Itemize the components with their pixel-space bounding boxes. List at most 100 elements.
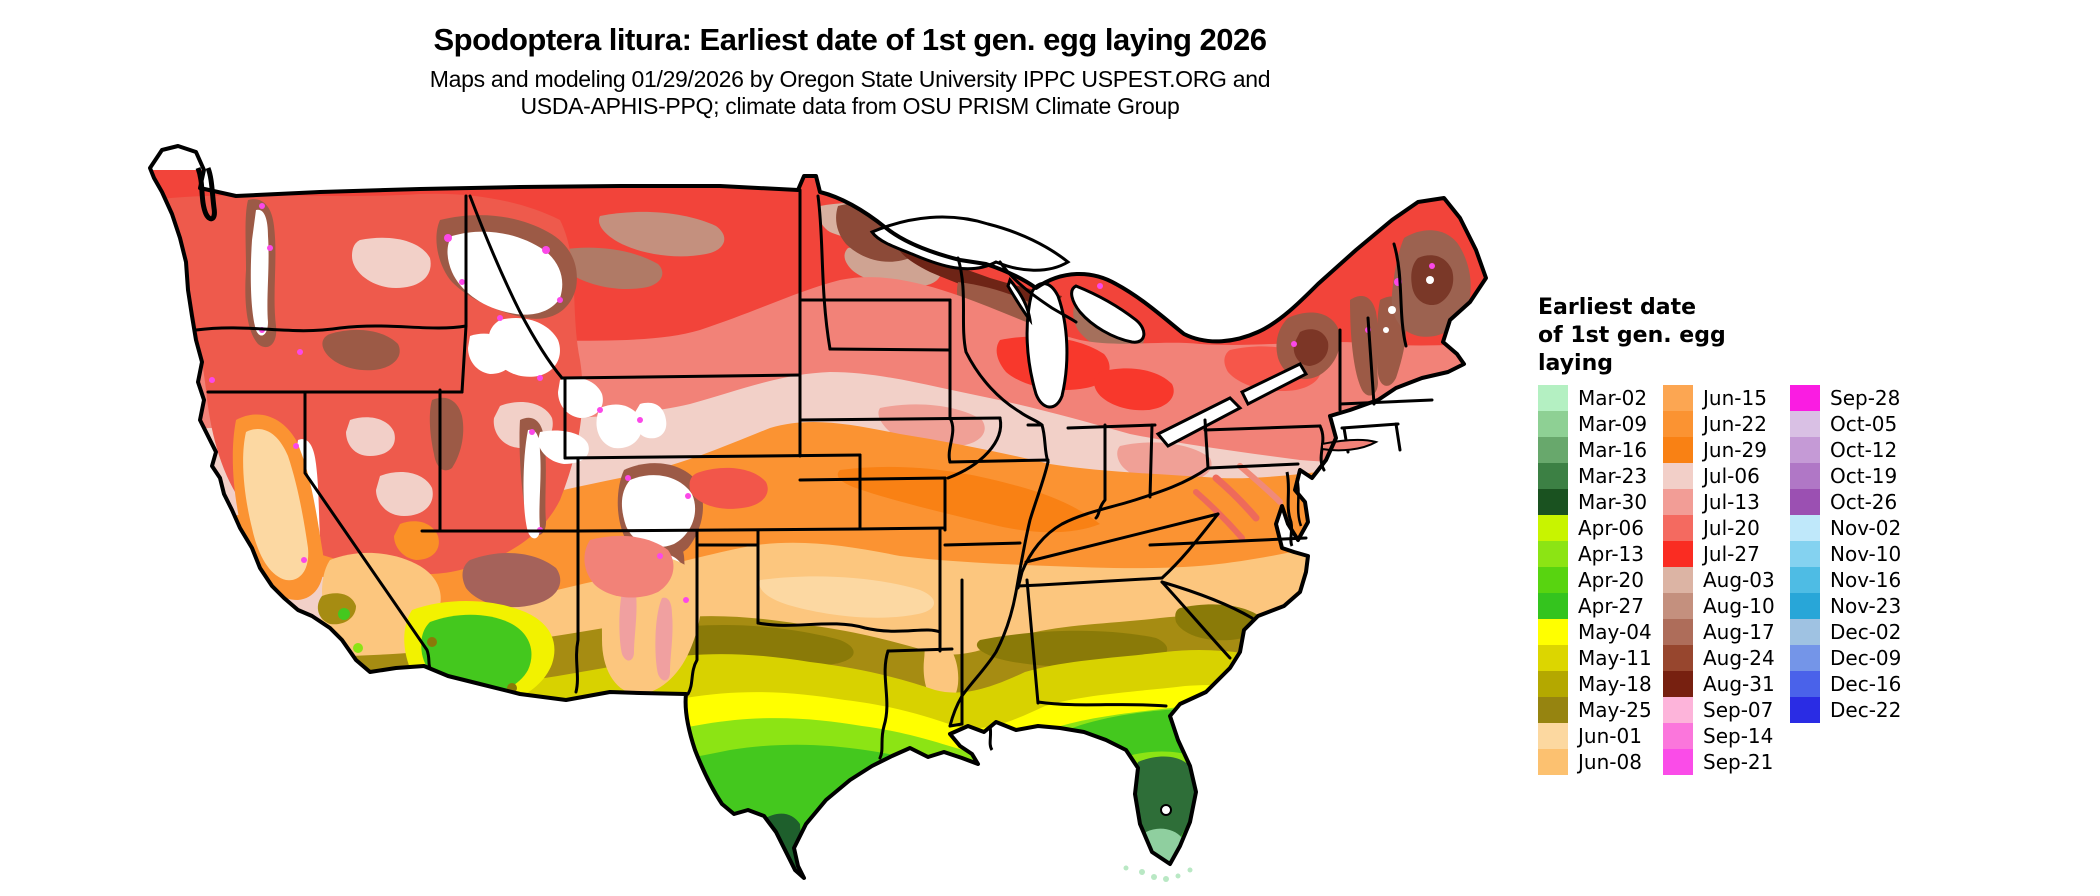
legend-label: Jun-15 xyxy=(1703,386,1767,410)
legend-row: Apr-27 xyxy=(1538,593,1663,619)
legend-swatch xyxy=(1790,619,1820,645)
legend-row: Nov-02 xyxy=(1790,515,1910,541)
legend-swatch xyxy=(1538,489,1568,515)
legend-swatch xyxy=(1790,463,1820,489)
legend-swatch xyxy=(1538,593,1568,619)
legend-swatch xyxy=(1538,515,1568,541)
legend-row: Aug-03 xyxy=(1663,567,1790,593)
legend-swatch xyxy=(1663,411,1693,437)
legend-label: Aug-17 xyxy=(1703,620,1775,644)
subtitle-line-1: Maps and modeling 01/29/2026 by Oregon S… xyxy=(429,66,1271,92)
florida-keys xyxy=(1123,865,1193,882)
legend-label: Oct-26 xyxy=(1830,490,1898,514)
legend-label: Dec-22 xyxy=(1830,698,1902,722)
us-outline xyxy=(148,144,1488,880)
legend-row: Jul-27 xyxy=(1663,541,1790,567)
legend-label: Sep-28 xyxy=(1830,386,1901,410)
legend-row: Sep-14 xyxy=(1663,723,1790,749)
legend-label: Jun-29 xyxy=(1703,438,1767,462)
legend-row: Sep-21 xyxy=(1663,749,1790,775)
legend-row: Aug-24 xyxy=(1663,645,1790,671)
legend-row: Apr-13 xyxy=(1538,541,1663,567)
legend-label: Dec-02 xyxy=(1830,620,1902,644)
legend-swatch xyxy=(1663,593,1693,619)
legend-label: Apr-13 xyxy=(1578,542,1644,566)
legend-swatch xyxy=(1663,749,1693,775)
legend-row: Jun-22 xyxy=(1663,411,1790,437)
legend-row: Sep-07 xyxy=(1663,697,1790,723)
legend-row: Aug-17 xyxy=(1663,619,1790,645)
legend-swatch xyxy=(1663,723,1693,749)
legend-label: Dec-09 xyxy=(1830,646,1902,670)
legend-swatch xyxy=(1663,619,1693,645)
legend-label: Jun-08 xyxy=(1578,750,1642,774)
legend-label: Jun-22 xyxy=(1703,412,1767,436)
legend-swatch xyxy=(1663,671,1693,697)
legend-label: Mar-30 xyxy=(1578,490,1648,514)
legend-swatch xyxy=(1790,645,1820,671)
legend-row: Mar-09 xyxy=(1538,411,1663,437)
legend-swatch xyxy=(1538,541,1568,567)
legend-row: May-04 xyxy=(1538,619,1663,645)
legend-label: Sep-14 xyxy=(1703,724,1774,748)
legend-swatch xyxy=(1790,541,1820,567)
legend-row: Jul-20 xyxy=(1663,515,1790,541)
legend-swatch xyxy=(1538,463,1568,489)
legend-label: Mar-09 xyxy=(1578,412,1648,436)
great-lakes xyxy=(869,215,1309,816)
legend-row: Apr-20 xyxy=(1538,567,1663,593)
legend-row: Nov-23 xyxy=(1790,593,1910,619)
legend-label: Nov-02 xyxy=(1830,516,1902,540)
legend-swatch xyxy=(1538,385,1568,411)
legend-label: Mar-23 xyxy=(1578,464,1648,488)
legend-label: Apr-27 xyxy=(1578,594,1644,618)
legend-row: Sep-28 xyxy=(1790,385,1910,411)
legend-row: Mar-16 xyxy=(1538,437,1663,463)
legend-swatch xyxy=(1790,489,1820,515)
legend-swatch xyxy=(1538,437,1568,463)
legend-label: Aug-03 xyxy=(1703,568,1775,592)
legend-swatch xyxy=(1790,411,1820,437)
legend-swatch xyxy=(1538,645,1568,671)
legend-swatch xyxy=(1538,749,1568,775)
page-title: Spodoptera litura: Earliest date of 1st … xyxy=(433,22,1267,57)
legend-column-2: Jun-15 Jun-22 Jun-29 Jul-06 Jul-13 Jul-20 Jul-… xyxy=(1663,385,1790,775)
legend-row: Mar-02 xyxy=(1538,385,1663,411)
legend-row: Jun-29 xyxy=(1663,437,1790,463)
legend-row: Aug-10 xyxy=(1663,593,1790,619)
legend-swatch xyxy=(1538,619,1568,645)
legend-row: Jun-01 xyxy=(1538,723,1663,749)
legend-label: Nov-16 xyxy=(1830,568,1902,592)
legend-label: Apr-20 xyxy=(1578,568,1644,592)
legend-column-1: Mar-02 Mar-09 Mar-16 Mar-23 Mar-30 Apr-06 Apr-… xyxy=(1538,385,1663,775)
legend-label: Jul-13 xyxy=(1703,490,1760,514)
legend-row: Aug-31 xyxy=(1663,671,1790,697)
legend-swatch xyxy=(1790,385,1820,411)
legend-label: Jul-06 xyxy=(1703,464,1760,488)
legend-label: Aug-31 xyxy=(1703,672,1775,696)
legend-row: Oct-12 xyxy=(1790,437,1910,463)
legend-column-3: Sep-28 Oct-05 Oct-12 Oct-19 Oct-26 Nov-02 Nov-… xyxy=(1790,385,1910,775)
legend-swatch xyxy=(1538,567,1568,593)
legend-row: Dec-16 xyxy=(1790,671,1910,697)
legend-swatch xyxy=(1663,463,1693,489)
legend-row: Dec-02 xyxy=(1790,619,1910,645)
legend-row: Jul-13 xyxy=(1663,489,1790,515)
legend-label: May-25 xyxy=(1578,698,1652,722)
map-legend: Earliest date of 1st gen. egg laying Mar… xyxy=(1538,294,1958,775)
legend-label: Oct-19 xyxy=(1830,464,1898,488)
legend-swatch xyxy=(1663,697,1693,723)
legend-label: Nov-10 xyxy=(1830,542,1902,566)
legend-swatch xyxy=(1663,515,1693,541)
legend-row: May-11 xyxy=(1538,645,1663,671)
legend-swatch xyxy=(1790,593,1820,619)
legend-label: Sep-21 xyxy=(1703,750,1774,774)
legend-label: Oct-05 xyxy=(1830,412,1898,436)
legend-row: Mar-23 xyxy=(1538,463,1663,489)
legend-swatch xyxy=(1663,567,1693,593)
us-choropleth-map xyxy=(145,125,1505,892)
legend-columns: Mar-02 Mar-09 Mar-16 Mar-23 Mar-30 Apr-06 Apr-… xyxy=(1538,385,1958,775)
legend-label: Jun-01 xyxy=(1578,724,1642,748)
legend-swatch xyxy=(1663,489,1693,515)
legend-swatch xyxy=(1538,723,1568,749)
